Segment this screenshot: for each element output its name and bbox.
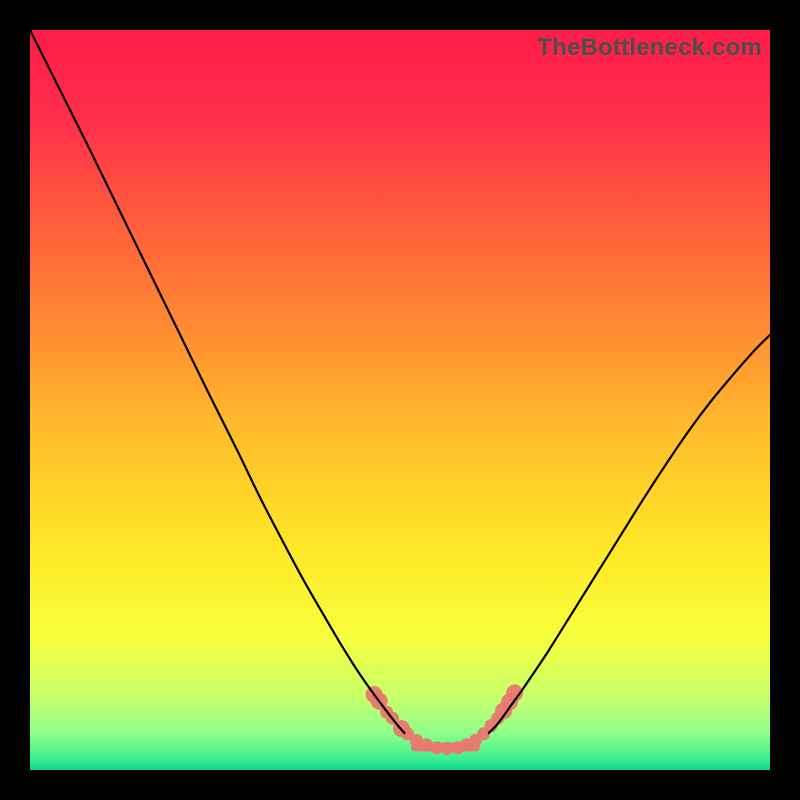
chart-svg [30, 30, 770, 770]
figure-root: TheBottleneck.com [0, 0, 800, 800]
right-curve [489, 335, 770, 733]
plot-area: TheBottleneck.com [30, 30, 770, 770]
left-curve [30, 30, 404, 733]
